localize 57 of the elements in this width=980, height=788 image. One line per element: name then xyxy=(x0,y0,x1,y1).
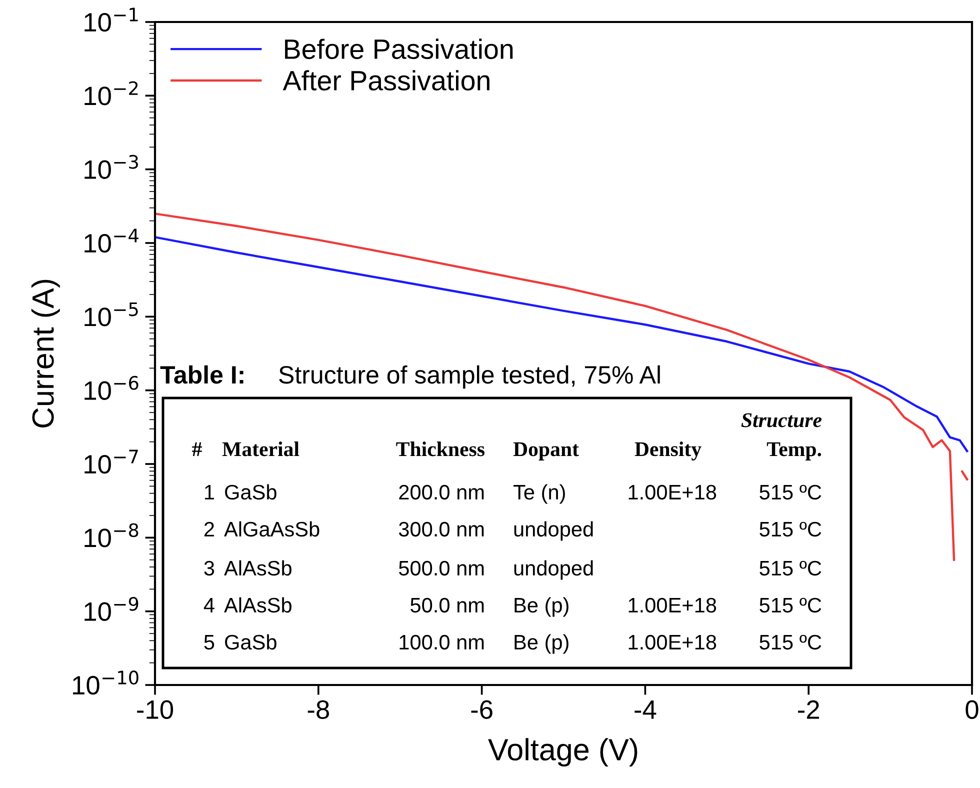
annotation: Be (p) xyxy=(514,597,568,617)
annotation: AlGaAsSb xyxy=(224,521,320,537)
annotation: 1 xyxy=(205,485,214,500)
annotation: AlAsSb xyxy=(224,560,292,576)
annotation: Te (n) xyxy=(513,484,565,504)
y-tick-label: 10$^{−4}$ xyxy=(84,228,138,253)
x-axis-title: Voltage (V) xyxy=(488,738,638,767)
annotation: undoped xyxy=(514,560,593,580)
annotation: Material xyxy=(222,442,300,456)
annotation: 100.0 nm xyxy=(400,634,484,650)
annotation: Structure of sample tested, 75% Al xyxy=(279,365,660,389)
y-tick-label: 10$^{−8}$ xyxy=(84,523,138,548)
x-tick-label: -8 xyxy=(308,700,329,719)
annotation: Structure xyxy=(741,413,822,428)
x-tick-label: -6 xyxy=(471,700,492,719)
annotation: GaSb xyxy=(225,634,276,650)
y-tick-label: 10$^{−10}$ xyxy=(73,670,138,695)
y-tick-label: 10$^{−6}$ xyxy=(84,376,138,400)
annotation: # xyxy=(192,442,202,456)
y-tick-label: 10$^{−1}$ xyxy=(84,8,138,32)
y-tick-label: 10$^{−5}$ xyxy=(84,302,138,326)
annotation: 1.00E+18 xyxy=(628,598,716,613)
annotation: 500.0 nm xyxy=(398,560,484,576)
x-tick-label: 0 xyxy=(966,700,978,719)
annotation: 515 ºC xyxy=(760,522,822,537)
legend-label: Before Passivation xyxy=(285,38,513,60)
y-tick-label: 10$^{−3}$ xyxy=(84,154,138,179)
y-axis-title: Current (A) xyxy=(31,280,60,428)
annotation: undoped xyxy=(514,521,593,541)
annotation: 1.00E+18 xyxy=(628,634,716,650)
annotation: Density xyxy=(634,442,702,460)
y-tick-label: 10$^{−2}$ xyxy=(84,81,138,106)
annotation: 5 xyxy=(204,635,214,650)
annotation: Be (p) xyxy=(514,634,568,654)
annotation: 1.00E+18 xyxy=(628,484,716,500)
x-tick-label: -4 xyxy=(634,700,656,719)
annotation: GaSb xyxy=(225,484,276,500)
y-tick-label: 10$^{−7}$ xyxy=(84,450,138,474)
annotation: 515 ºC xyxy=(760,634,822,650)
annotation: 200.0 nm xyxy=(399,484,484,500)
annotation: 50.0 nm xyxy=(410,598,484,613)
annotation: Dopant xyxy=(513,442,579,460)
annotation: 2 xyxy=(204,522,214,536)
annotation: Table I: xyxy=(160,365,244,384)
x-tick-label: -2 xyxy=(798,700,820,719)
y-tick-label: 10$^{−9}$ xyxy=(84,596,138,621)
annotation: 515 ºC xyxy=(760,560,822,576)
annotation: 300.0 nm xyxy=(398,522,484,537)
annotation: Temp. xyxy=(766,442,822,460)
annotation: 515 ºC xyxy=(760,484,822,500)
annotation: 4 xyxy=(204,598,214,612)
legend-label: After Passivation xyxy=(282,70,490,91)
x-tick-label: -10 xyxy=(137,700,174,719)
annotation: Thickness xyxy=(396,442,484,456)
annotation: 3 xyxy=(204,560,214,576)
annotation: 515 ºC xyxy=(760,598,822,613)
annotation: AlAsSb xyxy=(224,597,292,613)
